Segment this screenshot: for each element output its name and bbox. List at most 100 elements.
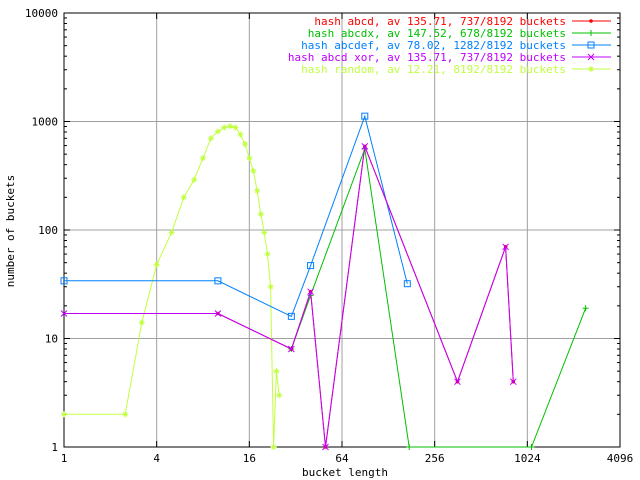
y-tick-label: 10 [45, 333, 58, 346]
legend-label: hash random, av 12.21, 8192/8192 buckets [301, 63, 566, 76]
data-point [254, 187, 261, 194]
legend-label: hash abcdx, av 147.52, 678/8192 buckets [308, 27, 566, 40]
data-point [200, 155, 206, 162]
data-point [307, 288, 314, 296]
data-point [214, 277, 222, 285]
x-tick-label: 64 [335, 452, 349, 465]
data-point [138, 319, 145, 326]
legend-marker [589, 19, 593, 23]
point-cross-b [509, 378, 517, 386]
point-star-b [251, 168, 256, 174]
point-star-b [208, 135, 214, 141]
data-point [276, 392, 283, 399]
legend-label: hash abcd xor, av 135.71, 737/8192 bucke… [288, 51, 566, 64]
data-point [361, 143, 369, 150]
x-tick-label: 4 [153, 452, 160, 465]
point-star-b [227, 123, 233, 129]
point-square [307, 262, 315, 270]
data-point [582, 305, 589, 312]
point-star-b [276, 392, 282, 398]
point-star-b [261, 230, 267, 235]
data-point [287, 345, 295, 353]
point-cross-b [361, 143, 369, 150]
data-point [180, 194, 187, 201]
x-tick-label: 256 [425, 452, 445, 465]
point-star-b [258, 211, 264, 217]
x-tick-label: 1024 [514, 452, 541, 465]
y-tick-label: 100 [38, 224, 58, 237]
series-line [64, 114, 408, 318]
data-point [322, 443, 329, 451]
point-cross-b [214, 310, 222, 317]
point-square [361, 112, 369, 120]
data-point [257, 211, 264, 218]
data-point [264, 251, 271, 258]
data-point [60, 310, 68, 317]
grid [64, 13, 620, 447]
point-star-b [254, 188, 260, 194]
data-point [502, 243, 509, 251]
x-axis-title: bucket length [302, 466, 388, 479]
legend-marker [588, 66, 594, 72]
series-3 [60, 112, 411, 320]
data-point [509, 378, 517, 386]
y-tick-label: 1 [51, 441, 58, 454]
point-cross-b [502, 243, 509, 251]
point-star-b [271, 444, 276, 450]
point-star-b [268, 284, 273, 290]
point-star-b [122, 411, 128, 417]
point-star-b [215, 129, 221, 134]
data-point [214, 310, 222, 317]
point-cross-b [454, 378, 461, 386]
point-square [587, 41, 595, 49]
legend: hash abcd, av 135.71, 737/8192 bucketsha… [288, 15, 611, 76]
point-star-b [169, 230, 174, 235]
point-star-b [61, 411, 67, 417]
point-cross-b [322, 443, 329, 451]
point-star-b [200, 155, 206, 161]
point-star-b [221, 125, 227, 130]
data-point [406, 444, 413, 450]
data-point [273, 368, 280, 375]
y-tick-label: 1000 [32, 116, 59, 129]
axes: 1 4 16 64 256 1024 4096 1 10 100 1000 10000 [25, 7, 633, 465]
legend-marker [588, 30, 594, 36]
data-point [207, 135, 214, 142]
point-cross-b [287, 345, 295, 353]
point-dot [589, 19, 593, 23]
data-point [287, 312, 295, 320]
data-point [528, 444, 535, 450]
point-star-b [154, 262, 160, 267]
y-tick-label: 10000 [25, 7, 58, 20]
data-point [403, 280, 411, 288]
data-point [227, 123, 234, 130]
point-star-b [191, 177, 197, 183]
point-square [60, 277, 68, 285]
x-tick-label: 16 [243, 452, 256, 465]
point-star-b [181, 194, 187, 200]
data-point [361, 112, 369, 120]
series-5 [61, 123, 283, 450]
y-axis-title: number of buckets [4, 175, 17, 288]
point-star-b [242, 141, 248, 147]
point-star-b [265, 251, 270, 257]
data-point [454, 378, 461, 386]
data-point [221, 124, 228, 131]
data-point [168, 229, 175, 236]
data-point [122, 411, 129, 418]
data-point [307, 262, 315, 270]
point-cross-b [587, 53, 595, 61]
point-square [287, 312, 295, 320]
data-point [242, 141, 249, 148]
legend-label: hash abcd, av 135.71, 737/8192 buckets [314, 15, 566, 28]
data-point [250, 167, 257, 174]
legend-marker [587, 53, 595, 61]
point-star-b [139, 320, 145, 325]
point-star-b [246, 155, 252, 161]
point-star-b [588, 66, 594, 72]
data-point [60, 277, 68, 285]
data-point [270, 444, 277, 450]
series-4 [60, 143, 517, 451]
legend-label: hash abcdef, av 78.02, 1282/8192 buckets [301, 39, 566, 52]
